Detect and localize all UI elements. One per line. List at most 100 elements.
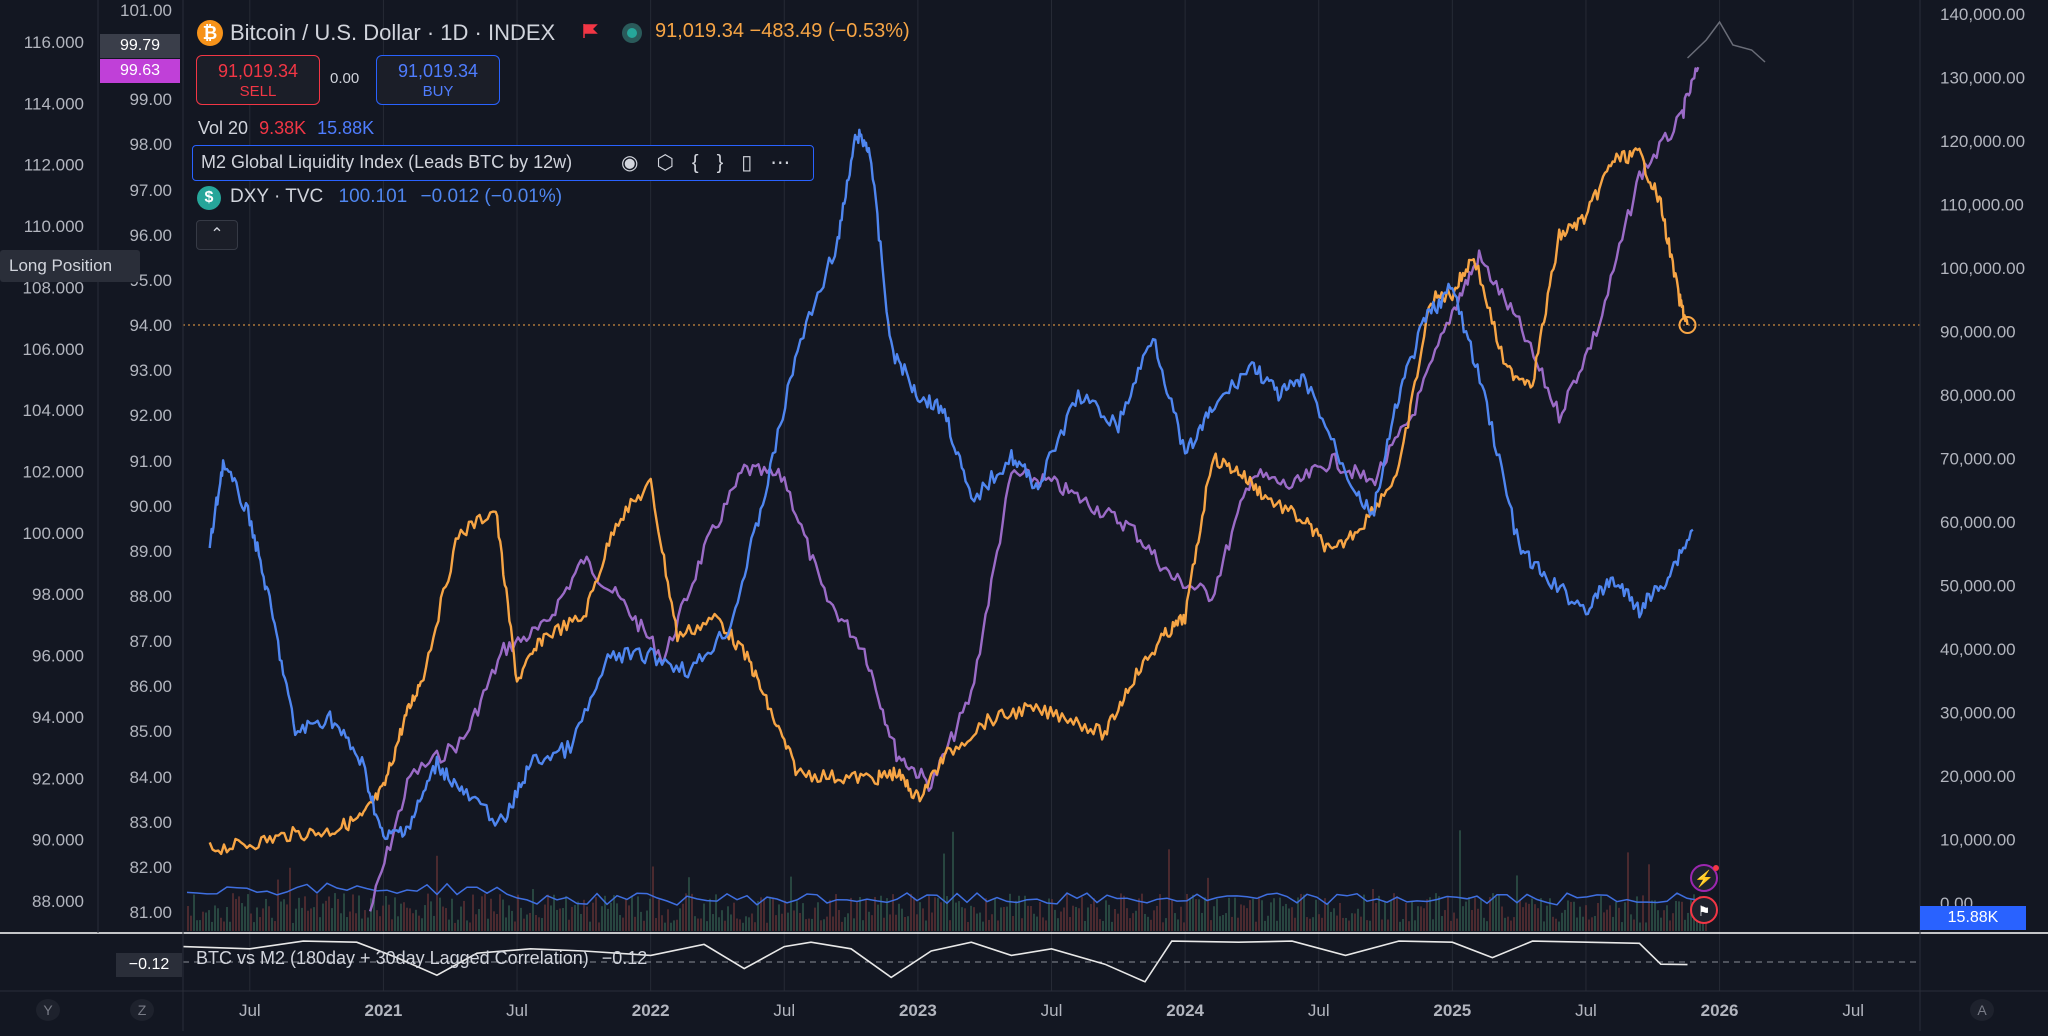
correlation-legend[interactable]: BTC vs M2 (180day + 30day Lagged Correla… [196,948,647,969]
volume-bar [889,914,891,931]
volume-bar [466,920,468,931]
volume-bar [949,920,951,931]
volume-legend[interactable]: Vol 20 9.38K 15.88K [198,118,374,139]
volume-bar [751,913,753,931]
symbol-title[interactable]: Bitcoin / U.S. Dollar · 1D · INDEX [230,20,556,45]
volume-bar [781,913,783,931]
volume-bar [475,914,477,931]
volume-bar [532,889,534,931]
volume-bar [667,909,669,931]
m2-indicator-legend[interactable]: M2 Global Liquidity Index (Leads BTC by … [192,145,814,181]
volume-bar [1555,918,1557,931]
series-m2-line[interactable] [368,66,1700,912]
volume-bar [550,905,552,931]
volume-bar [1324,898,1326,931]
price-change-readout: 91,019.34 −483.49 (−0.53%) [655,20,910,43]
volume-bar [1369,920,1371,931]
collapse-legend-button[interactable]: ⌃ [196,220,238,250]
volume-bar [1147,916,1149,931]
sell-button[interactable]: 91,019.34 SELL [196,55,320,105]
volume-bar [1249,900,1251,931]
volume-bar [322,903,324,931]
volume-bar [1486,921,1488,931]
volume-bar [664,922,666,931]
volume-value-b: 15.88K [317,118,375,138]
volume-bar [808,918,810,931]
svg-text:⚑: ⚑ [1698,903,1711,919]
volume-bar [1612,916,1614,931]
volume-bar [613,895,615,931]
volume-bar [763,898,765,931]
footer-button-a[interactable]: A [1970,999,1994,1021]
settings-icon[interactable]: ⬡ [656,152,692,174]
volume-bar [1120,893,1122,931]
volume-bar [817,902,819,931]
volume-bar [610,902,612,931]
volume-bar [517,894,519,931]
volume-bar [1513,917,1515,931]
more-icon[interactable]: ⋯ [770,152,809,174]
code-icon[interactable]: {} [691,152,742,174]
volume-bar [1411,901,1413,931]
volume-bar [1366,920,1368,931]
dxy-legend[interactable]: DXY · TVC 100.101 −0.012 (−0.01%) [230,186,562,208]
volume-bar [193,894,195,931]
volume-bar [361,918,363,931]
volume-bar [247,894,249,931]
volume-bar [1225,913,1227,931]
volume-bar [1015,900,1017,931]
right-axis-tick: 140,000.00 [1940,5,2025,24]
volume-bar [904,916,906,931]
volume-bar [529,912,531,931]
volume-bar [1672,913,1674,931]
spread-value: 0.00 [330,70,360,87]
volume-bar [724,920,726,931]
buy-button[interactable]: 91,019.34 BUY [376,55,500,105]
volume-bar [1348,920,1350,931]
flag-icon[interactable] [582,23,598,39]
volume-bar [1345,917,1347,931]
alert-icons[interactable]: ⚡ ⚑ [1686,864,1722,924]
volume-bar [1684,919,1686,931]
left-outer-axis-tick: 94.000 [32,708,84,727]
volume-bar [1579,906,1581,931]
volume-bar [1552,916,1554,931]
lightning-icon [1690,864,1718,892]
volume-bar [1528,903,1530,931]
volume-bar [1471,910,1473,931]
volume-bar [1465,901,1467,931]
footer-button-y[interactable]: Y [36,999,60,1021]
long-position-tag[interactable]: Long Position [0,250,140,282]
series-dxy-line[interactable] [208,128,1694,841]
volume-bar [697,918,699,931]
trash-icon[interactable]: ▯ [741,152,771,174]
right-axis-tick: 120,000.00 [1940,132,2025,151]
volume-bar [358,895,360,931]
volume-bar [1153,910,1155,931]
volume-bar [1573,901,1575,931]
eye-icon[interactable]: ◉ [621,152,657,174]
last-price: 91,019.34 [655,20,744,42]
footer-button-z[interactable]: Z [130,999,154,1021]
volume-bar [841,921,843,931]
volume-bar [1261,900,1263,931]
volume-bar [856,902,858,931]
volume-bar [1000,907,1002,931]
volume-bar [1279,897,1281,931]
volume-bar [775,915,777,931]
correlation-line[interactable] [182,940,1688,983]
left-inner-axis-tick: 81.00 [129,903,172,922]
series-btc-line[interactable] [208,147,1689,856]
volume-bar [1393,893,1395,931]
volume-bar [235,898,237,931]
volume-bar [409,908,411,931]
volume-bar [1402,919,1404,931]
volume-bar [1105,900,1107,931]
volume-bar [364,910,366,931]
volume-bar [1609,905,1611,931]
volume-bar [964,908,966,931]
volume-bar [1387,919,1389,931]
volume-bar [274,921,276,931]
